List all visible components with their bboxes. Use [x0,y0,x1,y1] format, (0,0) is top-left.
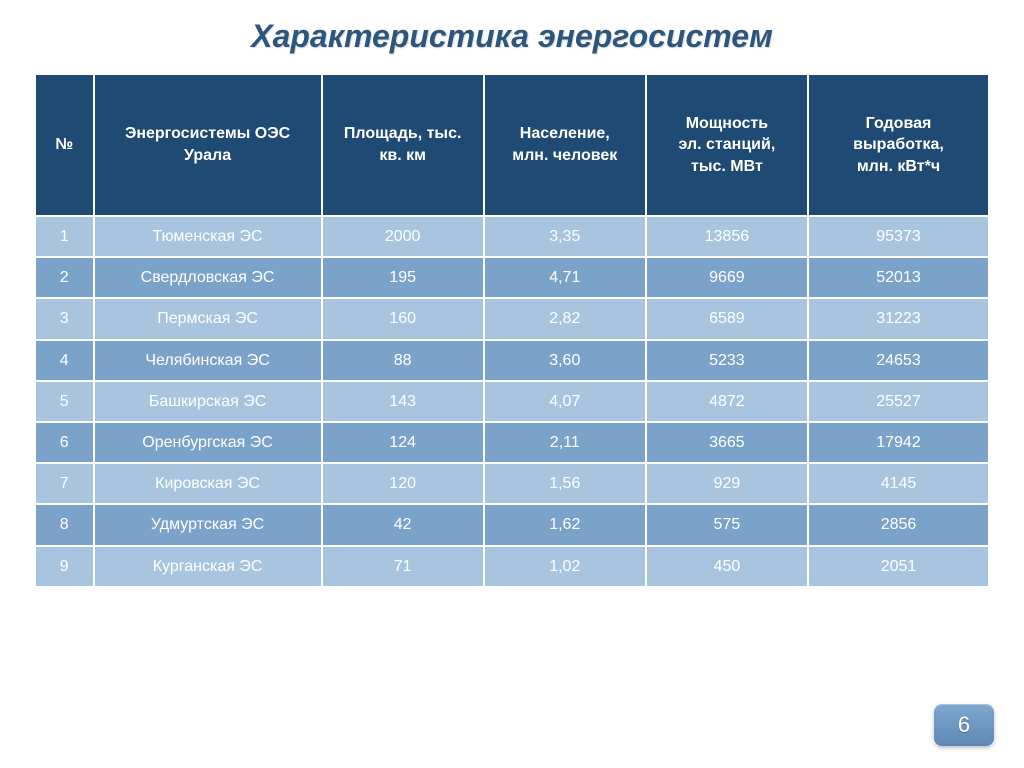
table-row: 5Башкирская ЭС1434,07487225527 [36,382,988,421]
cell-pop: 3,35 [485,217,645,256]
cell-pop: 2,82 [485,299,645,338]
energy-systems-table: № Энергосистемы ОЭСУрала Площадь, тыс.кв… [34,73,990,588]
table-row: 6Оренбургская ЭС1242,11366517942 [36,423,988,462]
col-header-area: Площадь, тыс.кв. км [323,75,483,215]
cell-gen: 24653 [809,341,988,380]
cell-gen: 31223 [809,299,988,338]
cell-name: Челябинская ЭС [95,341,321,380]
table-body: 1Тюменская ЭС20003,3513856953732Свердлов… [36,217,988,586]
cell-num: 2 [36,258,93,297]
cell-gen: 2051 [809,547,988,586]
cell-num: 3 [36,299,93,338]
col-header-name: Энергосистемы ОЭСУрала [95,75,321,215]
table-row: 2Свердловская ЭС1954,71966952013 [36,258,988,297]
cell-name: Курганская ЭС [95,547,321,586]
cell-pop: 1,62 [485,505,645,544]
cell-area: 2000 [323,217,483,256]
cell-area: 195 [323,258,483,297]
cell-name: Башкирская ЭС [95,382,321,421]
cell-pow: 9669 [647,258,807,297]
cell-gen: 4145 [809,464,988,503]
col-header-gen: Годоваявыработка,млн. кВт*ч [809,75,988,215]
cell-pow: 929 [647,464,807,503]
table-container: № Энергосистемы ОЭСУрала Площадь, тыс.кв… [0,55,1024,588]
cell-name: Кировская ЭС [95,464,321,503]
cell-name: Оренбургская ЭС [95,423,321,462]
page-title: Характеристика энергосистем [0,0,1024,55]
cell-area: 71 [323,547,483,586]
cell-gen: 95373 [809,217,988,256]
cell-num: 1 [36,217,93,256]
cell-pow: 575 [647,505,807,544]
cell-num: 5 [36,382,93,421]
cell-pop: 1,02 [485,547,645,586]
cell-gen: 52013 [809,258,988,297]
table-row: 3Пермская ЭС1602,82658931223 [36,299,988,338]
cell-pop: 4,07 [485,382,645,421]
cell-area: 88 [323,341,483,380]
cell-pow: 13856 [647,217,807,256]
col-header-pop: Население,млн. человек [485,75,645,215]
cell-area: 42 [323,505,483,544]
cell-name: Свердловская ЭС [95,258,321,297]
col-header-num: № [36,75,93,215]
cell-pop: 4,71 [485,258,645,297]
table-row: 9Курганская ЭС711,024502051 [36,547,988,586]
cell-area: 120 [323,464,483,503]
cell-pow: 450 [647,547,807,586]
cell-pop: 3,60 [485,341,645,380]
cell-gen: 25527 [809,382,988,421]
cell-pow: 4872 [647,382,807,421]
cell-num: 9 [36,547,93,586]
cell-name: Тюменская ЭС [95,217,321,256]
table-row: 7Кировская ЭС1201,569294145 [36,464,988,503]
cell-pop: 2,11 [485,423,645,462]
table-row: 4Челябинская ЭС883,60523324653 [36,341,988,380]
table-header-row: № Энергосистемы ОЭСУрала Площадь, тыс.кв… [36,75,988,215]
cell-pow: 3665 [647,423,807,462]
cell-gen: 17942 [809,423,988,462]
table-row: 8Удмуртская ЭС421,625752856 [36,505,988,544]
cell-area: 143 [323,382,483,421]
cell-num: 4 [36,341,93,380]
cell-num: 6 [36,423,93,462]
page-number-badge: 6 [934,704,994,746]
cell-name: Пермская ЭС [95,299,321,338]
cell-area: 124 [323,423,483,462]
cell-area: 160 [323,299,483,338]
cell-name: Удмуртская ЭС [95,505,321,544]
table-row: 1Тюменская ЭС20003,351385695373 [36,217,988,256]
cell-num: 7 [36,464,93,503]
col-header-pow: Мощностьэл. станций,тыс. МВт [647,75,807,215]
cell-gen: 2856 [809,505,988,544]
cell-pop: 1,56 [485,464,645,503]
cell-num: 8 [36,505,93,544]
cell-pow: 5233 [647,341,807,380]
cell-pow: 6589 [647,299,807,338]
